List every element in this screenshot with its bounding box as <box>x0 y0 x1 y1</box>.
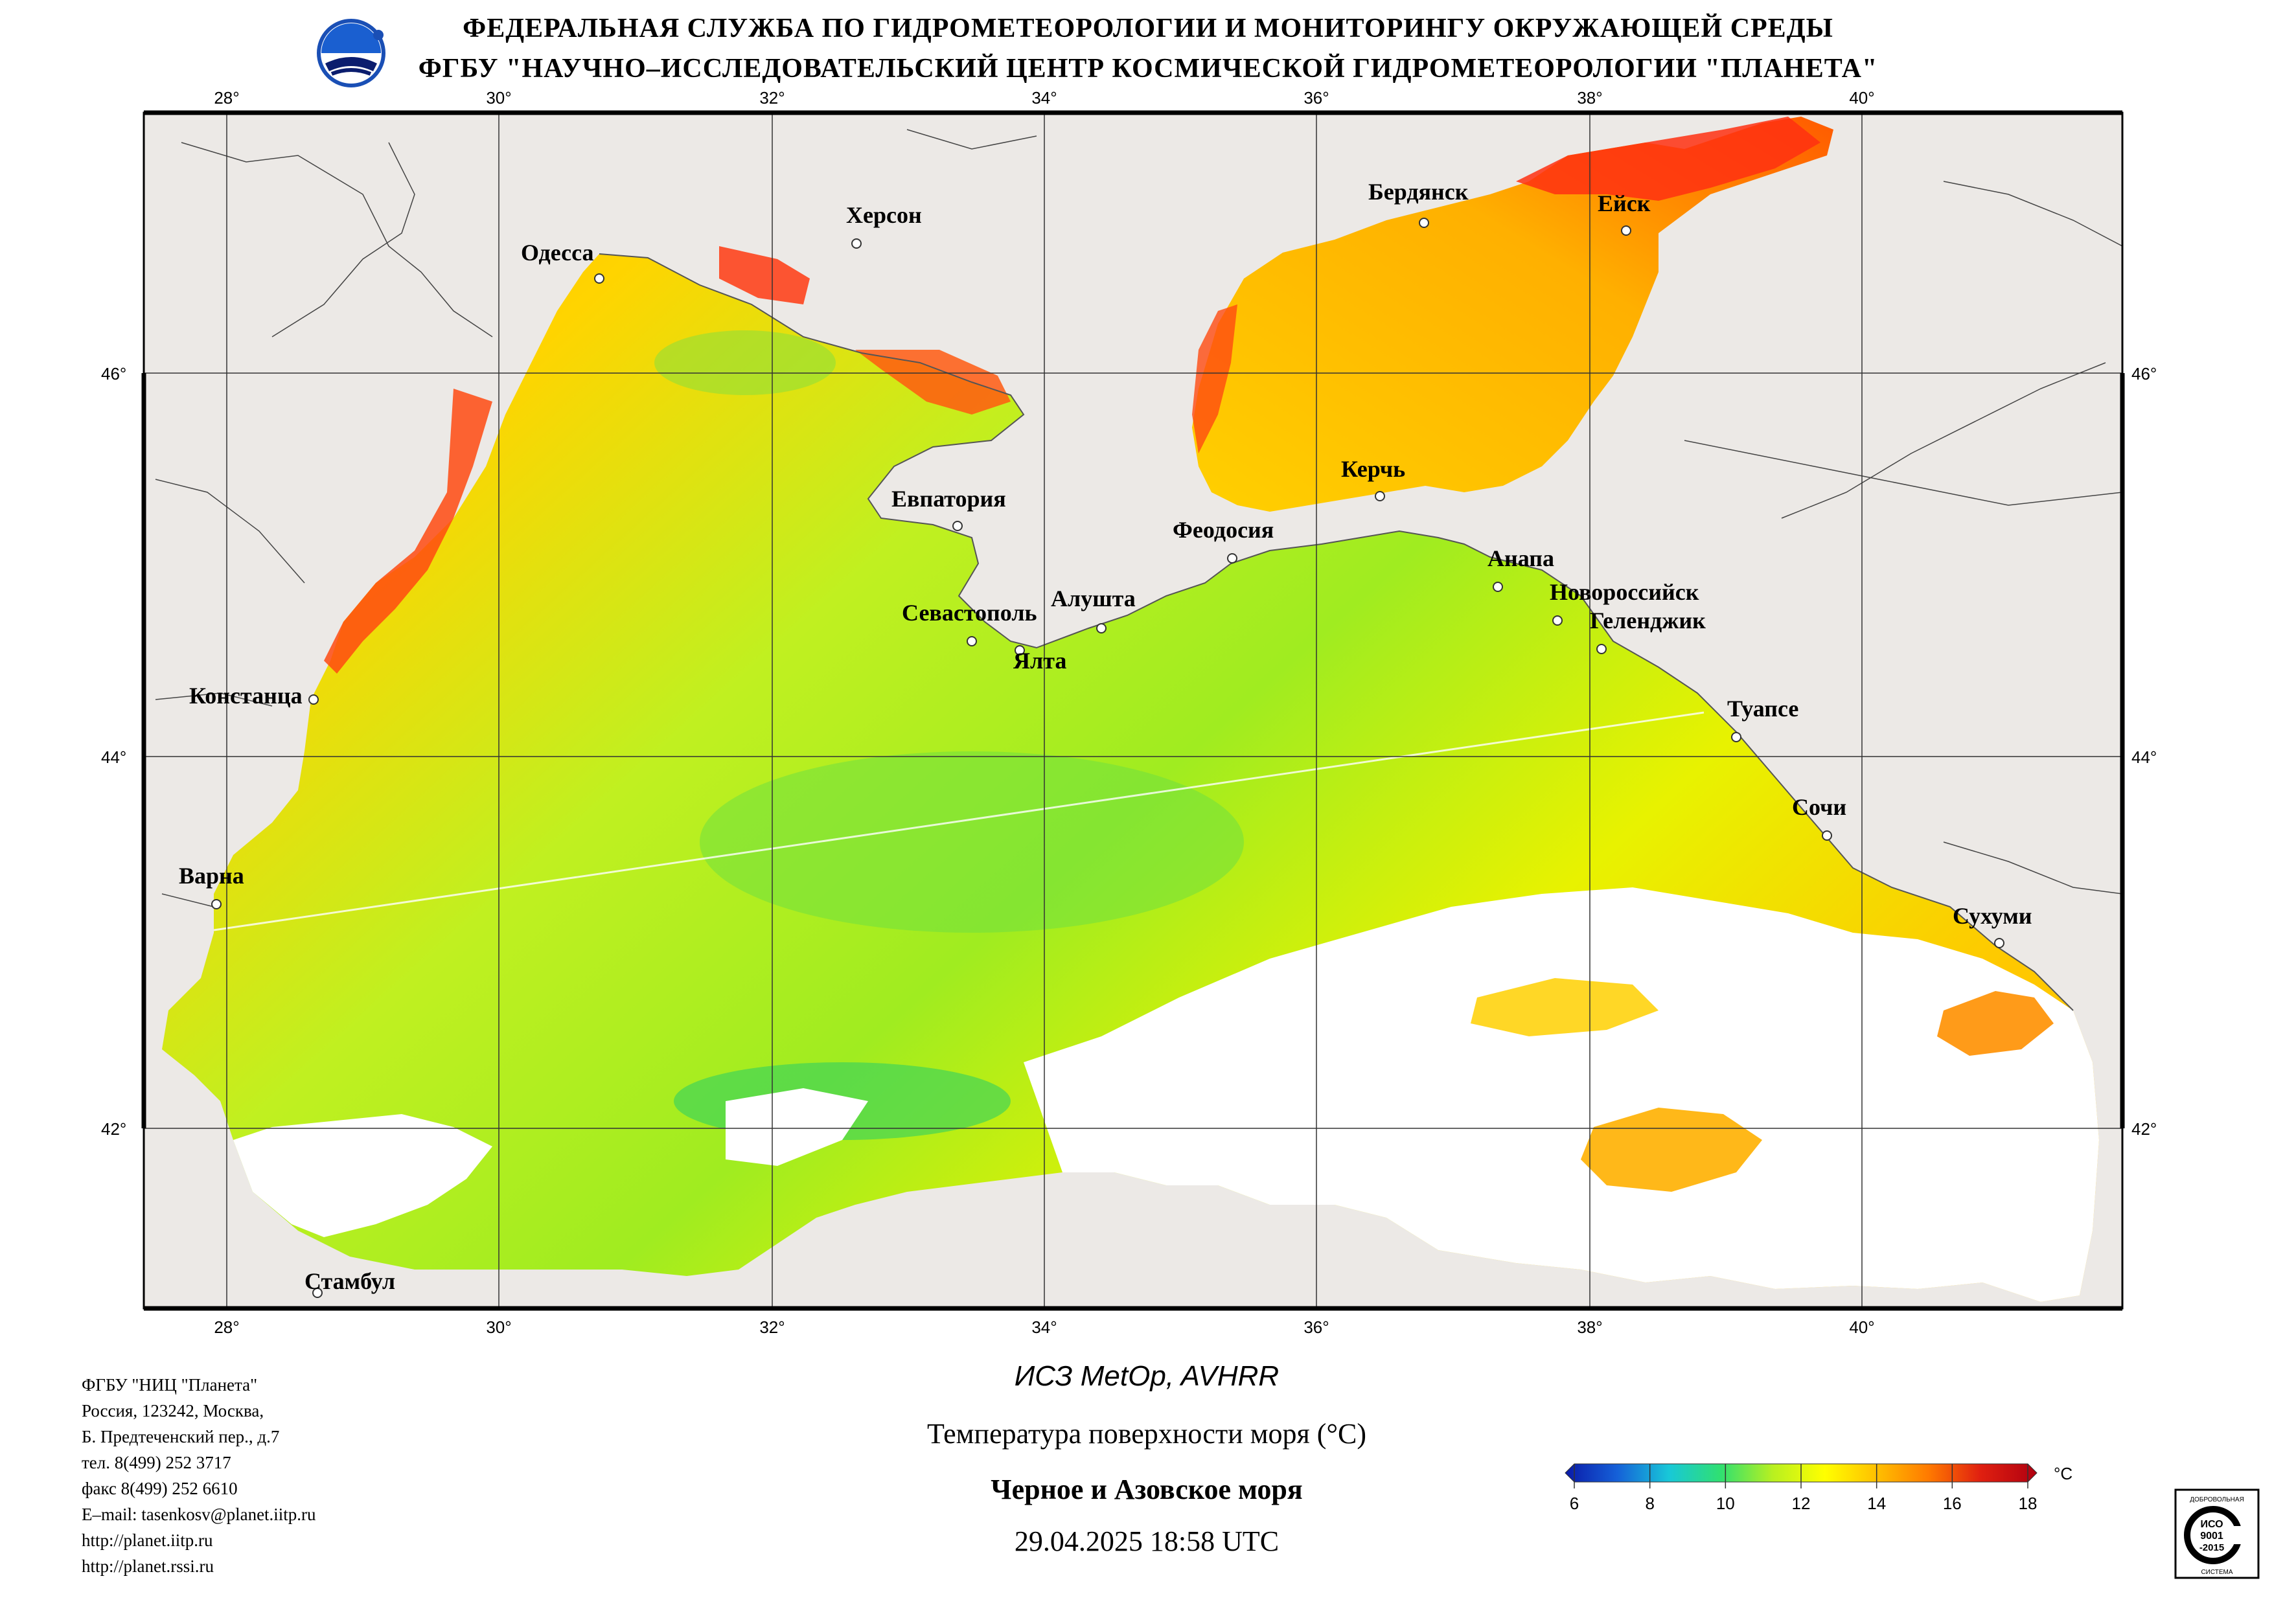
lat-tick-left: 44° <box>101 747 126 767</box>
graticule <box>144 113 2122 1308</box>
lat-tick-right: 46° <box>2131 364 2157 383</box>
city-label: Сочи <box>1792 794 1846 820</box>
colorbar-tick-label: 14 <box>1867 1494 1886 1513</box>
observation-datetime: 29.04.2025 18:58 UTC <box>1014 1525 1280 1557</box>
lon-tick-bottom: 28° <box>214 1317 239 1337</box>
city-label: Херсон <box>846 202 922 228</box>
warm-coast-karkinit <box>855 350 1011 415</box>
lon-tick-top: 38° <box>1577 88 1602 108</box>
colorbar-tick-label: 10 <box>1716 1494 1735 1513</box>
region-name: Черное и Азовское моря <box>991 1474 1303 1505</box>
city-label: Бердянск <box>1368 179 1469 205</box>
city-label: Стамбул <box>304 1268 395 1294</box>
contact-line: E–mail: tasenkosv@planet.iitp.ru <box>82 1505 316 1524</box>
lon-tick-top: 34° <box>1031 88 1057 108</box>
contact-line: http://planet.rssi.ru <box>82 1556 214 1576</box>
warm-coast-azov-west <box>1192 304 1237 453</box>
contact-line: ФГБУ "НИЦ "Планета" <box>82 1375 258 1395</box>
iso-line1: ИСО <box>2200 1519 2223 1530</box>
warm-patch-abkhazia <box>1937 991 2054 1056</box>
city-label: Анапа <box>1487 545 1554 571</box>
colorbar-ticks <box>1574 1464 2028 1488</box>
warm-patch-east2 <box>1471 978 1659 1036</box>
city-label: Керчь <box>1341 456 1405 482</box>
product-title: Температура поверхности моря (°C) <box>926 1418 1367 1450</box>
lon-tick-top: 32° <box>759 88 785 108</box>
contact-block: ФГБУ "НИЦ "Планета" Россия, 123242, Моск… <box>82 1372 316 1579</box>
coastline <box>599 253 2074 1011</box>
colorbar-tick-label: 12 <box>1792 1494 1811 1513</box>
city-label: Алушта <box>1051 586 1136 611</box>
header-line1: ФЕДЕРАЛЬНАЯ СЛУЖБА ПО ГИДРОМЕТЕОРОЛОГИИ … <box>463 14 1833 43</box>
lon-tick-bottom: 38° <box>1577 1317 1602 1337</box>
lon-tick-top: 30° <box>486 88 511 108</box>
city-label: Сухуми <box>1953 903 2032 929</box>
orbit-seam <box>213 711 1705 931</box>
colorbar: 6 8 10 12 14 16 18 °C <box>1565 1463 2072 1513</box>
city-label: Ялта <box>1013 648 1066 674</box>
lon-tick-top: 40° <box>1849 88 1874 108</box>
cloud-cover-sw <box>233 1114 492 1237</box>
colorbar-unit: °C <box>2054 1464 2072 1483</box>
contact-line: Б. Предтеченский пер., д.7 <box>82 1427 280 1446</box>
cool-patch-nw <box>654 330 836 395</box>
lon-tick-bottom: 34° <box>1031 1317 1057 1337</box>
city-label: Геленджик <box>1590 608 1706 633</box>
iso-bottom-text: СИСТЕМА <box>2201 1569 2233 1576</box>
planeta-logo <box>316 18 386 88</box>
lon-tick-bottom: 40° <box>1849 1317 1874 1337</box>
iso-line2: 9001 <box>2200 1531 2223 1542</box>
city-label: Новороссийск <box>1550 579 1699 605</box>
city-label: Севастополь <box>902 600 1037 626</box>
cool-patch-central <box>700 751 1244 933</box>
city-label: Констанца <box>189 683 303 709</box>
country-borders <box>155 129 2122 907</box>
colorbar-tick-label: 16 <box>1943 1494 1962 1513</box>
city-label: Одесса <box>521 240 594 266</box>
lat-tick-left: 42° <box>101 1119 126 1139</box>
lat-tick-right: 42° <box>2131 1119 2157 1139</box>
warm-coast-azov-north <box>1516 117 1820 201</box>
iso-top-text: ДОБРОВОЛЬНАЯ <box>2190 1496 2244 1503</box>
satellite-name: ИСЗ MetOp, AVHRR <box>1014 1360 1280 1392</box>
contact-line: http://planet.iitp.ru <box>82 1531 213 1550</box>
lat-tick-right: 44° <box>2131 747 2157 767</box>
cloud-cover-south <box>1024 887 2099 1302</box>
iso-certificate-badge: ДОБРОВОЛЬНАЯ ИСО 9001 -2015 СИСТЕМА <box>2174 1488 2260 1579</box>
city-label: Феодосия <box>1173 517 1274 543</box>
colorbar-tick-label: 8 <box>1645 1494 1654 1513</box>
city-label: Туапсе <box>1727 696 1798 722</box>
contact-line: Россия, 123242, Москва, <box>82 1401 264 1420</box>
city-label: Ейск <box>1598 190 1651 216</box>
lon-tick-bottom: 36° <box>1303 1317 1329 1337</box>
contact-line: тел. 8(499) 252 3717 <box>82 1453 231 1472</box>
city-markers <box>211 218 2004 1298</box>
lon-tick-bottom: 30° <box>486 1317 511 1337</box>
city-label: Варна <box>179 863 244 889</box>
colorbar-tick-label: 6 <box>1570 1494 1579 1513</box>
lon-tick-bottom: 32° <box>759 1317 785 1337</box>
warm-coast-dnieper <box>719 246 810 304</box>
warm-coast-west <box>324 389 492 674</box>
contact-line: факс 8(499) 252 6610 <box>82 1479 238 1498</box>
colorbar-tick-label: 18 <box>2019 1494 2038 1513</box>
lon-tick-top: 36° <box>1303 88 1329 108</box>
lat-tick-left: 46° <box>101 364 126 383</box>
cloud-cover-mid <box>726 1088 868 1166</box>
iso-line3: -2015 <box>2199 1542 2224 1553</box>
sst-map: 28° 30° 32° 34° 36° 38° 40° 28° 30° 32° … <box>101 88 2157 1337</box>
azov-sea <box>1192 117 1833 512</box>
city-label: Евпатория <box>891 486 1006 512</box>
header-line2: ФГБУ "НАУЧНО–ИССЛЕДОВАТЕЛЬСКИЙ ЦЕНТР КОС… <box>418 54 1878 84</box>
lon-tick-top: 28° <box>214 88 239 108</box>
